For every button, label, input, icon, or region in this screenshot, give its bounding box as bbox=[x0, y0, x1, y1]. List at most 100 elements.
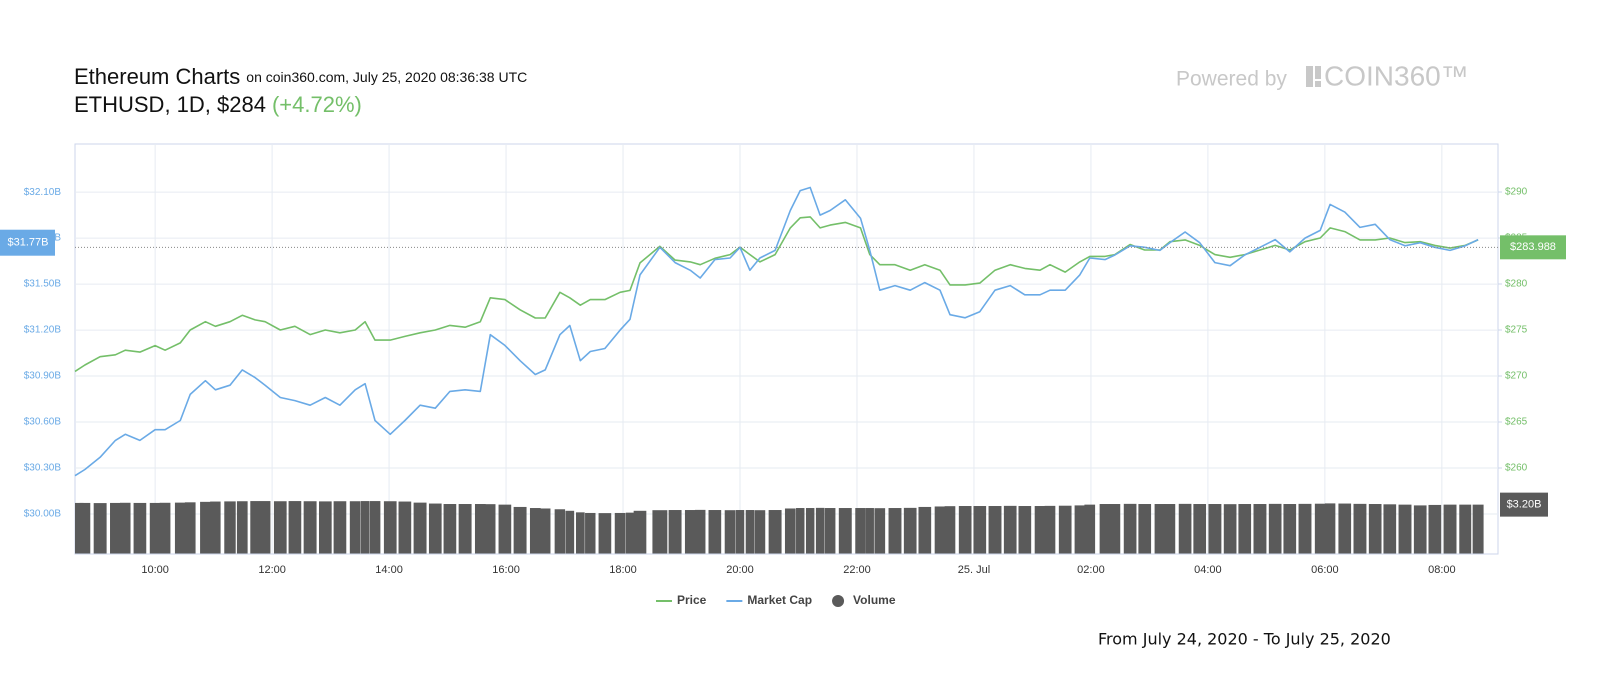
volume-bar bbox=[855, 508, 866, 554]
volume-bar bbox=[708, 510, 722, 554]
volume-bar bbox=[529, 508, 541, 554]
volume-bar bbox=[236, 501, 248, 554]
volume-bar bbox=[75, 502, 84, 554]
volume-bar bbox=[1353, 503, 1367, 554]
volume-bar bbox=[865, 508, 874, 554]
volume-bar bbox=[1058, 505, 1072, 554]
volume-bar bbox=[565, 510, 575, 554]
legend-swatch bbox=[832, 595, 845, 607]
volume-bar bbox=[259, 501, 271, 554]
volume-bar bbox=[903, 507, 917, 554]
logo-bar bbox=[1306, 66, 1313, 87]
volume-bar bbox=[805, 508, 815, 554]
volume-bar bbox=[79, 502, 91, 554]
volume-bar bbox=[1123, 503, 1137, 554]
volume-bar bbox=[1018, 506, 1032, 554]
volume-bar bbox=[1253, 504, 1267, 554]
volume-bar bbox=[318, 501, 332, 554]
volume-bar bbox=[1109, 504, 1121, 554]
volume-bar bbox=[918, 506, 932, 554]
volume-bar bbox=[754, 510, 766, 554]
volume-bar bbox=[575, 512, 585, 554]
volume-bar bbox=[485, 504, 496, 554]
volume-bar bbox=[838, 508, 852, 554]
y-tick-label: $31.50B bbox=[24, 279, 62, 290]
volume-bar bbox=[428, 503, 442, 554]
volume-bar bbox=[333, 501, 347, 554]
volume-bar bbox=[1383, 504, 1397, 554]
volume-bar bbox=[398, 501, 412, 554]
x-tick-label: 02:00 bbox=[1077, 564, 1105, 576]
volume-bar bbox=[724, 510, 736, 554]
volume-bar bbox=[652, 510, 668, 554]
y2-tick-label: $260 bbox=[1505, 463, 1528, 474]
series-line bbox=[74, 216, 1479, 373]
y-tick-label: $30.30B bbox=[24, 463, 62, 474]
current-label-box bbox=[0, 229, 55, 256]
volume-bar bbox=[349, 501, 361, 554]
volume-bar bbox=[540, 508, 551, 554]
volume-bar bbox=[768, 510, 782, 554]
volume-bar bbox=[815, 507, 825, 554]
volume-bar bbox=[585, 512, 596, 554]
volume-bar bbox=[93, 503, 107, 554]
volume-bar bbox=[224, 501, 236, 554]
y2-tick-label: $290 bbox=[1505, 187, 1528, 198]
volume-bar bbox=[1338, 503, 1352, 554]
volume-bar bbox=[149, 502, 161, 554]
volume-bar bbox=[1428, 504, 1442, 554]
volume-bar bbox=[1099, 504, 1111, 554]
volume-bar bbox=[944, 506, 956, 554]
volume-bar bbox=[443, 504, 457, 554]
volume-bar bbox=[159, 502, 171, 554]
volume-bar bbox=[1268, 503, 1282, 554]
volume-bar bbox=[498, 504, 512, 554]
volume-bar bbox=[1283, 504, 1297, 554]
brand: COIN360™ bbox=[1324, 60, 1469, 91]
volume-bar bbox=[458, 504, 472, 554]
volume-bar bbox=[1084, 504, 1096, 554]
volume-bar bbox=[184, 502, 196, 554]
y-tick-label: $30.60B bbox=[24, 417, 62, 428]
current-label: $3.20B bbox=[1507, 499, 1542, 511]
y-tick-label: $30.90B bbox=[24, 371, 62, 382]
volume-bar bbox=[684, 510, 696, 554]
x-tick-label: 06:00 bbox=[1311, 564, 1339, 576]
x-tick-label: 12:00 bbox=[258, 564, 286, 576]
volume-bar bbox=[1398, 504, 1412, 554]
x-tick-label: 08:00 bbox=[1428, 564, 1456, 576]
volume-bar bbox=[625, 512, 635, 554]
volume-bar bbox=[1238, 504, 1252, 554]
volume-bar bbox=[1178, 503, 1192, 554]
pair: ETHUSD, 1D, $284 bbox=[74, 92, 266, 117]
x-tick-label: 22:00 bbox=[843, 564, 871, 576]
volume-bar bbox=[1298, 503, 1312, 554]
y-tick-label: $32.10B bbox=[24, 187, 62, 198]
x-tick-label: 04:00 bbox=[1194, 564, 1222, 576]
volume-bar bbox=[383, 501, 397, 554]
legend-label: Volume bbox=[853, 593, 896, 607]
volume-bar bbox=[1138, 504, 1152, 554]
powered-by: Powered by bbox=[1176, 68, 1287, 91]
legend-label: Price bbox=[677, 593, 707, 607]
current-label-box bbox=[1500, 235, 1566, 260]
x-tick-label: 20:00 bbox=[726, 564, 754, 576]
volume-bar bbox=[1324, 503, 1336, 554]
volume-bar bbox=[369, 501, 381, 554]
volume-bar bbox=[474, 504, 486, 554]
title: Ethereum Charts bbox=[74, 64, 240, 89]
volume-bar bbox=[1368, 504, 1382, 554]
y-tick-label: $31.20B bbox=[24, 325, 62, 336]
volume-bar bbox=[958, 506, 972, 554]
current-label: $283.988 bbox=[1510, 241, 1556, 253]
x-tick-label: 10:00 bbox=[141, 564, 169, 576]
volume-bar bbox=[1044, 505, 1056, 554]
volume-bar bbox=[874, 508, 886, 554]
volume-bar bbox=[1413, 505, 1427, 554]
y2-tick-label: $270 bbox=[1505, 371, 1528, 382]
volume-bar bbox=[288, 501, 302, 554]
current-label: $31.77B bbox=[8, 237, 49, 249]
volume-bar bbox=[668, 510, 682, 554]
volume-bar bbox=[1443, 504, 1457, 554]
volume-bar bbox=[614, 512, 626, 554]
